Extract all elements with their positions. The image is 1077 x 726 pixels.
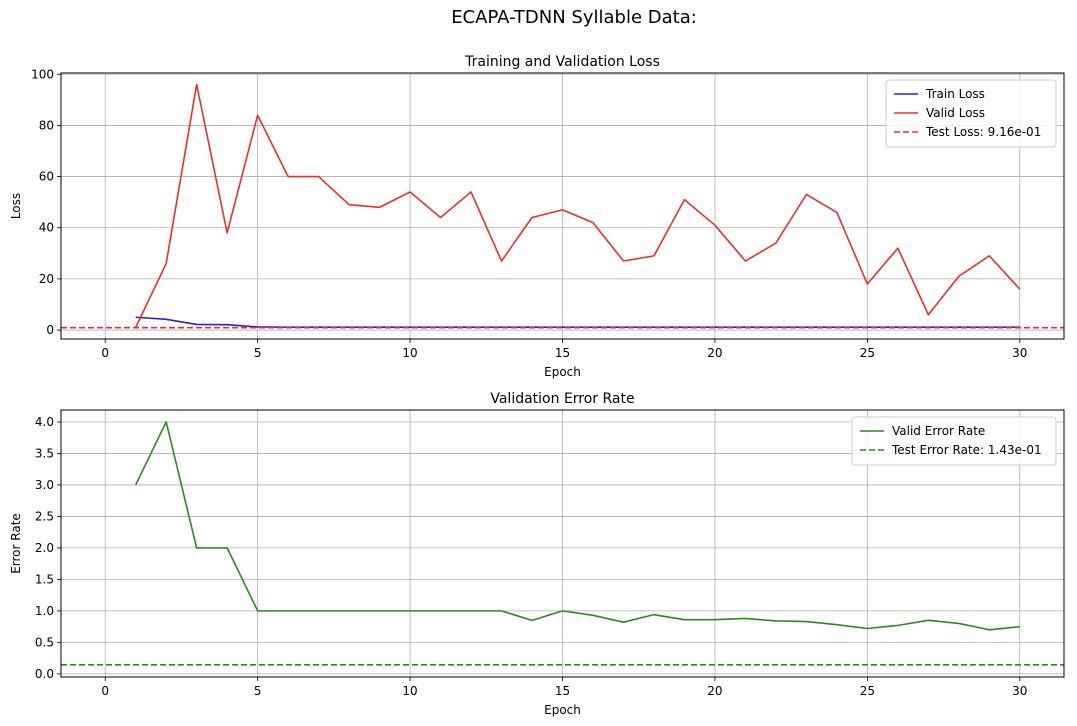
error-rate-chart-xtick-label: 5 (254, 684, 262, 698)
error-rate-chart-ytick-label: 3.0 (35, 478, 54, 492)
loss-chart-ytick-label: 40 (39, 221, 54, 235)
error-rate-chart-xtick-label: 10 (402, 684, 417, 698)
error-rate-chart-xtick-label: 0 (101, 684, 109, 698)
loss-chart-xtick-label: 20 (707, 346, 722, 360)
error-rate-chart-ylabel: Error Rate (9, 513, 23, 574)
error-rate-chart-ytick-label: 4.0 (35, 415, 54, 429)
loss-chart-legend-label: Valid Loss (926, 106, 985, 120)
loss-chart-xtick-label: 15 (555, 346, 570, 360)
loss-chart-legend-box (885, 79, 1057, 148)
loss-chart-xtick-label: 0 (101, 346, 109, 360)
loss-chart-series-valid-loss (134, 83, 1021, 328)
error-rate-chart: Validation Error Rate Epoch Error Rate 0… (9, 391, 1065, 717)
loss-chart-ytick-label: 0 (46, 323, 54, 337)
loss-chart-legend-label: Test Loss: 9.16e-01 (925, 125, 1041, 139)
error-rate-chart-legend-label: Valid Error Rate (892, 424, 985, 438)
error-rate-chart-series-valid-error-rate (134, 421, 1020, 631)
error-rate-chart-title: Validation Error Rate (490, 391, 634, 407)
error-rate-chart-xtick-label: 15 (555, 684, 570, 698)
error-rate-chart-plot-area (61, 421, 1064, 666)
loss-chart-xtick-label: 5 (254, 346, 262, 360)
loss-chart: Training and Validation Loss Epoch Loss … (9, 54, 1065, 379)
error-rate-chart-ytick-label: 2.5 (35, 509, 54, 523)
loss-chart-ylabel: Loss (9, 193, 23, 219)
error-rate-chart-legend-label: Test Error Rate: 1.43e-01 (891, 443, 1042, 457)
loss-chart-ytick-label: 20 (39, 272, 54, 286)
loss-chart-xtick-label: 30 (1012, 346, 1027, 360)
loss-chart-title: Training and Validation Loss (464, 54, 660, 70)
error-rate-chart-xtick-label: 20 (707, 684, 722, 698)
loss-chart-frame (60, 72, 1065, 340)
error-rate-chart-legend-box (851, 416, 1057, 466)
loss-chart-plot-area (61, 83, 1064, 329)
error-rate-chart-legend: Valid Error Rate Test Error Rate: 1.43e-0… (851, 416, 1057, 466)
loss-chart-xtick-label: 10 (402, 346, 417, 360)
error-rate-chart-ytick-label: 1.0 (35, 604, 54, 618)
loss-chart-ytick-label: 60 (39, 170, 54, 184)
loss-chart-xtick-label: 25 (860, 346, 875, 360)
loss-chart-legend-label: Train Loss (925, 87, 985, 101)
error-rate-chart-ytick-label: 0.0 (35, 667, 54, 681)
loss-chart-legend: Train Loss Valid Loss Test Loss: 9.16e-01 (885, 79, 1057, 148)
error-rate-chart-xtick-label: 25 (860, 684, 875, 698)
figure-suptitle: ECAPA-TDNN Syllable Data: (451, 7, 697, 28)
error-rate-chart-xlabel: Epoch (544, 703, 581, 717)
error-rate-chart-ytick-label: 2.0 (35, 541, 54, 555)
loss-chart-grid (61, 73, 1064, 339)
error-rate-chart-ytick-label: 3.5 (35, 446, 54, 460)
loss-chart-ytick-label: 100 (31, 67, 54, 81)
error-rate-chart-ytick-label: 0.5 (35, 635, 54, 649)
loss-chart-xlabel: Epoch (544, 365, 581, 379)
error-rate-chart-ytick-label: 1.5 (35, 572, 54, 586)
error-rate-chart-frame (60, 409, 1065, 678)
loss-chart-series-train-loss (135, 316, 1020, 329)
loss-chart-ytick-label: 80 (39, 118, 54, 132)
error-rate-chart-xtick-label: 30 (1012, 684, 1027, 698)
